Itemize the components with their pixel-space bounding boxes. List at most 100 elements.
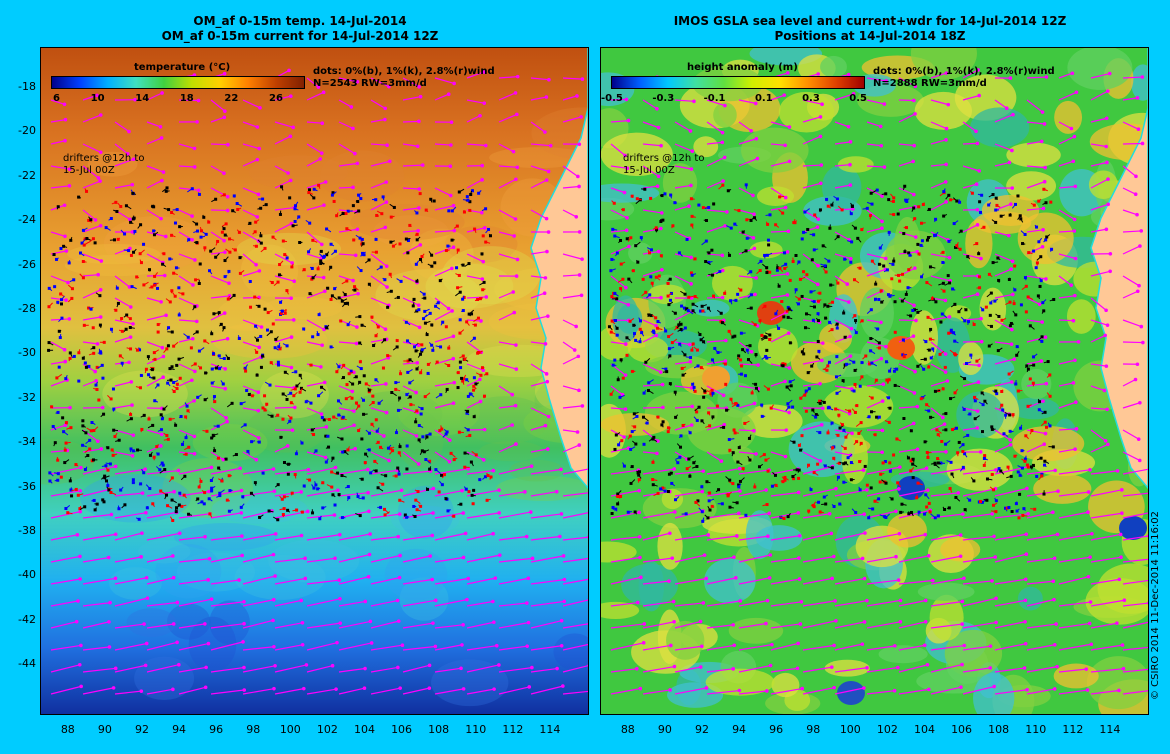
current-vector bbox=[738, 622, 767, 629]
drifter-dot bbox=[217, 466, 221, 470]
temperature-map[interactable]: temperature (°C) 6 10 14 18 22 26 dots: … bbox=[40, 47, 589, 715]
drifter-dot bbox=[422, 292, 426, 296]
sea-level-map-canvas[interactable] bbox=[601, 48, 1148, 714]
drifter-dot bbox=[261, 354, 265, 358]
current-vector bbox=[1058, 448, 1076, 453]
drifter-dot bbox=[426, 487, 430, 491]
vector-head bbox=[974, 182, 979, 187]
drifter-dot bbox=[308, 221, 312, 225]
temperature-patch bbox=[399, 577, 449, 621]
drifter-dot bbox=[1007, 277, 1011, 281]
vector-head bbox=[158, 125, 163, 129]
current-vector bbox=[898, 599, 926, 607]
drifter-dot bbox=[792, 440, 796, 444]
vector-head bbox=[241, 640, 245, 644]
vector-head bbox=[338, 597, 342, 601]
vector-head bbox=[288, 178, 293, 183]
drifter-dot bbox=[89, 307, 93, 311]
current-vector bbox=[50, 119, 66, 123]
drifter-dot bbox=[485, 498, 489, 502]
drifter-dot bbox=[281, 239, 285, 243]
current-vector bbox=[898, 77, 916, 87]
drifter-dot bbox=[285, 397, 289, 401]
drifter-dot bbox=[417, 438, 421, 442]
drifter-dot bbox=[153, 357, 157, 361]
current-vector bbox=[530, 275, 546, 279]
vector-head bbox=[706, 533, 711, 537]
current-vector bbox=[402, 77, 420, 88]
drifter-dot bbox=[426, 362, 430, 366]
drifter-dot bbox=[144, 367, 148, 371]
drifter-dot bbox=[332, 199, 336, 203]
drifter-dot bbox=[84, 365, 88, 369]
drifter-dot bbox=[329, 345, 333, 349]
drifter-dot bbox=[837, 413, 841, 417]
vector-head bbox=[337, 578, 342, 582]
current-vector bbox=[274, 206, 295, 211]
current-vector bbox=[1026, 557, 1055, 563]
drifter-dot bbox=[203, 246, 207, 250]
temperature-patch bbox=[245, 406, 327, 453]
drifter-dot bbox=[341, 450, 345, 454]
vector-head bbox=[430, 533, 435, 538]
drifter-dot bbox=[939, 461, 943, 465]
vector-head bbox=[862, 576, 867, 581]
drifter-dot bbox=[1010, 510, 1014, 514]
vector-head bbox=[865, 665, 869, 670]
drifter-dot bbox=[220, 479, 224, 483]
drifter-dot bbox=[175, 387, 179, 391]
drifter-dot bbox=[933, 389, 937, 393]
current-vector bbox=[866, 510, 897, 519]
vector-head bbox=[1133, 377, 1138, 382]
vector-head bbox=[956, 491, 961, 495]
drifter-dot bbox=[362, 412, 366, 416]
vector-head bbox=[722, 155, 727, 160]
drifter-dot bbox=[1044, 425, 1048, 429]
current-vector bbox=[210, 689, 245, 695]
drifter-dot bbox=[155, 445, 159, 449]
drifter-dot bbox=[170, 498, 174, 502]
temperature-map-canvas[interactable] bbox=[41, 48, 588, 714]
drifter-dot bbox=[430, 264, 434, 268]
current-vector bbox=[1122, 668, 1148, 673]
current-vector bbox=[306, 181, 326, 189]
drifter-dot bbox=[811, 408, 815, 412]
vector-head bbox=[819, 423, 824, 427]
drifter-dot bbox=[381, 195, 385, 199]
vector-head bbox=[448, 438, 452, 442]
vector-head bbox=[396, 619, 401, 623]
current-vector bbox=[738, 429, 754, 432]
drifter-dot bbox=[1008, 324, 1012, 328]
drifter-dot bbox=[312, 187, 316, 191]
drifter-dot bbox=[367, 390, 371, 394]
vector-head bbox=[78, 577, 82, 581]
current-vector bbox=[962, 685, 995, 695]
current-vector bbox=[242, 99, 261, 109]
drifter-dot bbox=[428, 459, 432, 463]
drifter-dot bbox=[95, 502, 99, 506]
current-vector bbox=[178, 253, 196, 261]
vector-head bbox=[130, 453, 135, 458]
drifter-dot bbox=[357, 209, 361, 213]
current-vector bbox=[402, 143, 418, 147]
current-vector bbox=[1090, 161, 1108, 167]
drifter-dot bbox=[994, 196, 998, 200]
drifter-dot bbox=[1015, 345, 1019, 349]
vector-head bbox=[204, 665, 208, 670]
vector-head bbox=[642, 622, 647, 626]
drifter-dot bbox=[120, 329, 124, 333]
drifter-dot bbox=[933, 516, 937, 520]
drifter-dot bbox=[627, 277, 631, 281]
vector-head bbox=[478, 399, 483, 404]
drifter-dot bbox=[199, 479, 203, 483]
sea-level-map[interactable]: height anomaly (m) -0.5 -0.3 -0.1 0.1 0.… bbox=[600, 47, 1149, 715]
vector-head bbox=[207, 556, 212, 561]
drifter-dot bbox=[646, 389, 650, 393]
cbar-tick: 22 bbox=[224, 93, 239, 104]
current-vector bbox=[706, 600, 741, 607]
drifter-dot bbox=[89, 218, 93, 222]
current-vector bbox=[210, 512, 242, 519]
vector-head bbox=[587, 535, 588, 539]
vector-head bbox=[225, 419, 229, 424]
drifter-dot bbox=[70, 296, 74, 300]
